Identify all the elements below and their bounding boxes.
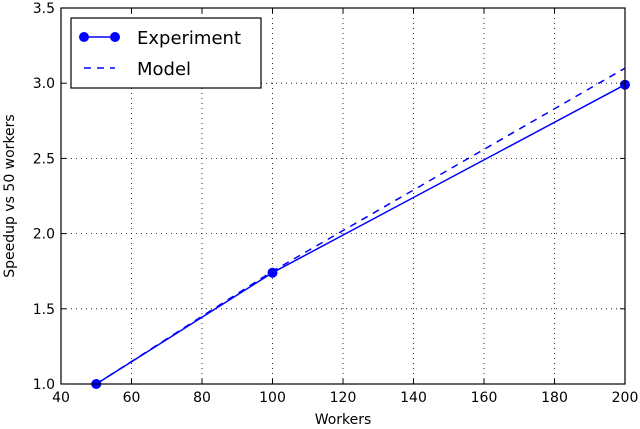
y-tick-label: 1.5 — [33, 302, 55, 318]
legend-experiment-marker-icon — [110, 32, 120, 42]
grid-lines — [61, 8, 625, 384]
data-series — [91, 67, 630, 389]
legend-model-label: Model — [137, 59, 191, 80]
y-tick-label: 1.0 — [33, 377, 55, 393]
x-tick-label: 60 — [123, 390, 141, 406]
y-tick-labels: 1.0 1.5 2.0 2.5 3.0 3.5 — [33, 1, 55, 393]
y-axis-label: Speedup vs 50 workers — [2, 114, 18, 277]
x-tick-label: 160 — [471, 390, 498, 406]
y-tick-label: 3.0 — [33, 76, 55, 92]
x-tick-label: 200 — [612, 390, 639, 406]
legend-experiment-label: Experiment — [137, 28, 241, 49]
y-tick-label: 3.5 — [33, 1, 55, 17]
experiment-line — [95, 84, 626, 385]
x-tick-label: 140 — [400, 390, 427, 406]
experiment-marker — [267, 267, 278, 278]
x-tick-label: 40 — [52, 390, 70, 406]
legend: Experiment Model — [70, 17, 262, 89]
legend-experiment-marker-icon — [79, 32, 89, 42]
legend-box — [70, 17, 262, 89]
x-tick-label: 180 — [541, 390, 568, 406]
y-tick-label: 2.0 — [33, 227, 55, 243]
y-tick-label: 2.5 — [33, 151, 55, 167]
x-tick-labels: 40 60 80 100 120 140 160 180 200 — [52, 390, 638, 406]
axis-ticks — [60, 7, 626, 385]
x-tick-label: 80 — [193, 390, 211, 406]
x-tick-label: 100 — [259, 390, 286, 406]
x-tick-label: 120 — [330, 390, 357, 406]
x-axis-label: Workers — [315, 412, 372, 428]
